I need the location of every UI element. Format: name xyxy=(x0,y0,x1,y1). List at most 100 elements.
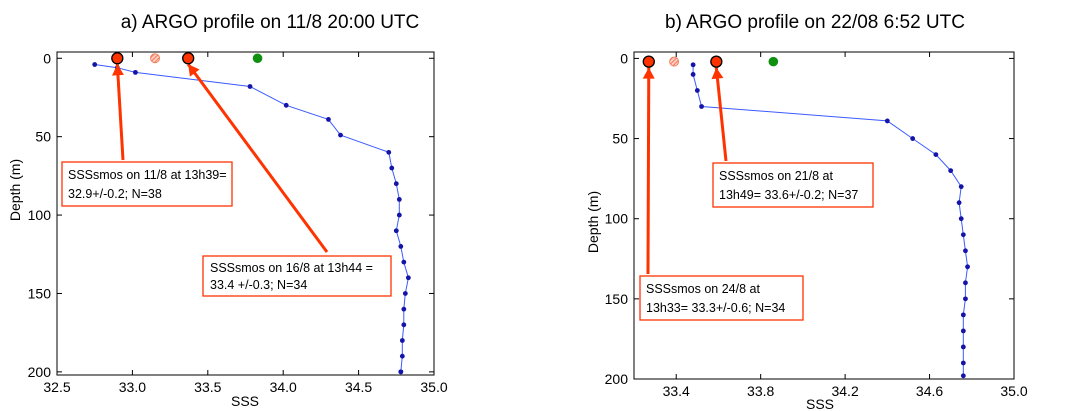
profile-point xyxy=(884,118,890,124)
chart-b-annotation-1: SSSsmos on 21/8 at 13h49= 33.6+/-0.2; N=… xyxy=(712,162,874,208)
y-tick-label: 150 xyxy=(605,291,629,307)
annotation-line: SSSsmos on 21/8 at xyxy=(719,169,833,183)
chart-a-annotation-2: SSSsmos on 16/8 at 13h44 = 33.4 +/-0.3; … xyxy=(202,255,392,297)
profile-point xyxy=(393,181,399,187)
chart-a-arrows xyxy=(111,63,329,253)
profile-point xyxy=(958,184,964,190)
y-tick-label: 200 xyxy=(28,364,52,380)
profile-point xyxy=(960,312,966,318)
annotation-line: 32.9+/-0.2; N=38 xyxy=(68,187,162,201)
annotation-arrowhead xyxy=(188,64,200,77)
profile-point xyxy=(956,200,962,206)
x-tick-label: 32.5 xyxy=(43,379,70,395)
annotation-box xyxy=(639,275,804,321)
profile-line xyxy=(94,64,409,372)
annotation-arrow xyxy=(714,67,728,162)
profile-point xyxy=(699,104,704,109)
y-tick-label: 0 xyxy=(620,50,628,66)
profile-point xyxy=(933,152,939,157)
annotation-box xyxy=(61,161,233,207)
profile-point xyxy=(92,62,98,67)
annotation-box xyxy=(202,255,392,297)
profile-point xyxy=(133,69,138,75)
annotation-line: SSSsmos on 16/8 at 13h44 = xyxy=(210,261,373,275)
y-tick-label: 200 xyxy=(605,371,629,387)
annotation-line: 33.4 +/-0.3; N=34 xyxy=(210,278,307,292)
chart-a-xlabel: SSS xyxy=(231,393,259,409)
chart-a-ylabel: Depth (m) xyxy=(7,159,23,221)
profile-point xyxy=(283,102,289,108)
profile-point xyxy=(396,196,402,202)
profile-point xyxy=(402,291,408,296)
annotation-line: 13h33= 33.3+/-0.6; N=34 xyxy=(646,301,785,315)
x-tick-label: 34.5 xyxy=(345,379,372,395)
profile-point xyxy=(338,132,343,138)
profile-point xyxy=(963,296,968,302)
y-tick-label: 50 xyxy=(612,131,628,147)
profile-point xyxy=(399,353,405,359)
chart-b-title: b) ARGO profile on 22/08 6:52 UTC xyxy=(665,12,965,33)
smos-marker xyxy=(182,52,195,65)
profile-point xyxy=(389,165,395,171)
profile-point xyxy=(965,264,970,270)
annotation-line: SSSsmos on 24/8 at xyxy=(646,282,760,296)
chart-b-series xyxy=(690,62,970,379)
chart-a-series xyxy=(92,62,411,375)
chart-b-smos-markers xyxy=(642,55,779,68)
profile-point xyxy=(960,373,966,379)
chart-a-ticks: 32.5 33.0 33.5 34.0 34.5 35.0 0 50 100 150 200 xyxy=(28,50,448,395)
y-tick-label: 0 xyxy=(43,50,51,66)
annotation-arrowhead xyxy=(711,67,724,80)
annotation-arrow xyxy=(186,63,329,253)
chart-b-ticks: 33.4 33.8 34.2 34.6 35.0 0 50 100 150 200 xyxy=(605,50,1028,399)
profile-point xyxy=(326,117,331,122)
profile-point xyxy=(398,244,404,249)
profile-point xyxy=(405,275,411,281)
chart-b-annotation-2: SSSsmos on 24/8 at 13h33= 33.3+/-0.6; N=… xyxy=(639,275,804,321)
profile-point xyxy=(960,360,966,366)
profile-point xyxy=(399,338,405,343)
profile-point xyxy=(398,369,404,375)
profile-point xyxy=(690,62,696,68)
profile-point xyxy=(386,149,392,155)
profile-point xyxy=(393,228,399,234)
chart-b: b) ARGO profile on 22/08 6:52 UTC 33.4 33… xyxy=(585,12,1028,411)
smos-marker xyxy=(642,55,655,68)
annotation-arrow xyxy=(646,67,651,275)
smos-marker-hatched xyxy=(150,53,161,64)
annotation-arrow xyxy=(115,64,125,161)
profile-point xyxy=(401,322,407,328)
profile-point xyxy=(690,72,696,77)
profile-point xyxy=(401,259,407,265)
annotation-box xyxy=(712,162,874,208)
x-tick-label: 34.2 xyxy=(831,383,858,399)
chart-a-smos-markers xyxy=(111,52,263,65)
chart-a-annotation-1: SSSsmos on 11/8 at 13h39= 32.9+/-0.2; N=… xyxy=(61,161,233,207)
y-tick-label: 150 xyxy=(28,285,52,301)
x-tick-label: 35.0 xyxy=(420,379,447,395)
profile-point xyxy=(401,306,407,312)
chart-a-title: a) ARGO profile on 11/8 20:00 UTC xyxy=(121,12,420,33)
chart-a-plot-frame xyxy=(56,51,435,376)
profile-line xyxy=(692,64,969,376)
profile-point xyxy=(694,88,700,93)
profile-point xyxy=(960,328,966,334)
profile-point xyxy=(910,136,916,141)
chart-b-arrows xyxy=(642,67,728,275)
chart-a: a) ARGO profile on 11/8 20:00 UTC 32.5 33… xyxy=(7,12,448,409)
x-tick-label: 34.6 xyxy=(916,383,943,399)
x-tick-label: 35.0 xyxy=(1000,383,1027,399)
annotation-arrowhead xyxy=(111,64,124,76)
x-tick-label: 33.8 xyxy=(747,383,774,399)
smos-marker-hatched xyxy=(669,56,680,67)
profile-point xyxy=(958,216,964,222)
x-tick-label: 33.5 xyxy=(194,379,221,395)
smos-marker xyxy=(710,55,723,68)
x-tick-label: 33.4 xyxy=(663,383,690,399)
x-tick-label: 33.0 xyxy=(119,379,146,395)
profile-point xyxy=(948,168,954,174)
chart-b-ylabel: Depth (m) xyxy=(585,191,601,253)
chart-b-xlabel: SSS xyxy=(806,396,834,411)
reference-marker xyxy=(768,56,779,67)
reference-marker xyxy=(252,53,263,64)
